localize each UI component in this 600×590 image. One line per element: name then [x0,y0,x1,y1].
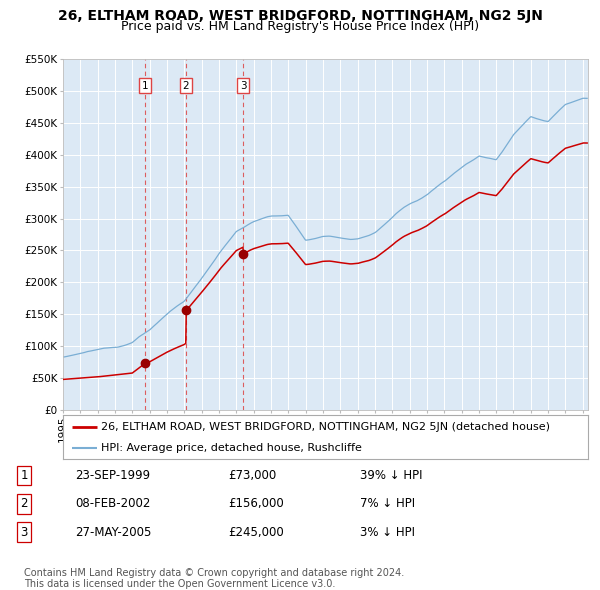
Text: 3% ↓ HPI: 3% ↓ HPI [360,526,415,539]
Text: 7% ↓ HPI: 7% ↓ HPI [360,497,415,510]
Text: 27-MAY-2005: 27-MAY-2005 [75,526,151,539]
Text: 2: 2 [20,497,28,510]
Text: 23-SEP-1999: 23-SEP-1999 [75,469,150,482]
Text: £73,000: £73,000 [228,469,276,482]
Text: 3: 3 [240,81,247,91]
Text: 2: 2 [183,81,190,91]
Text: £245,000: £245,000 [228,526,284,539]
Text: HPI: Average price, detached house, Rushcliffe: HPI: Average price, detached house, Rush… [101,443,362,453]
Text: 39% ↓ HPI: 39% ↓ HPI [360,469,422,482]
Text: 1: 1 [142,81,148,91]
Text: 26, ELTHAM ROAD, WEST BRIDGFORD, NOTTINGHAM, NG2 5JN: 26, ELTHAM ROAD, WEST BRIDGFORD, NOTTING… [58,9,542,23]
Text: 08-FEB-2002: 08-FEB-2002 [75,497,151,510]
Text: 26, ELTHAM ROAD, WEST BRIDGFORD, NOTTINGHAM, NG2 5JN (detached house): 26, ELTHAM ROAD, WEST BRIDGFORD, NOTTING… [101,422,550,432]
Text: Price paid vs. HM Land Registry's House Price Index (HPI): Price paid vs. HM Land Registry's House … [121,20,479,33]
Text: £156,000: £156,000 [228,497,284,510]
Text: Contains HM Land Registry data © Crown copyright and database right 2024.
This d: Contains HM Land Registry data © Crown c… [24,568,404,589]
Text: 3: 3 [20,526,28,539]
Text: 1: 1 [20,469,28,482]
